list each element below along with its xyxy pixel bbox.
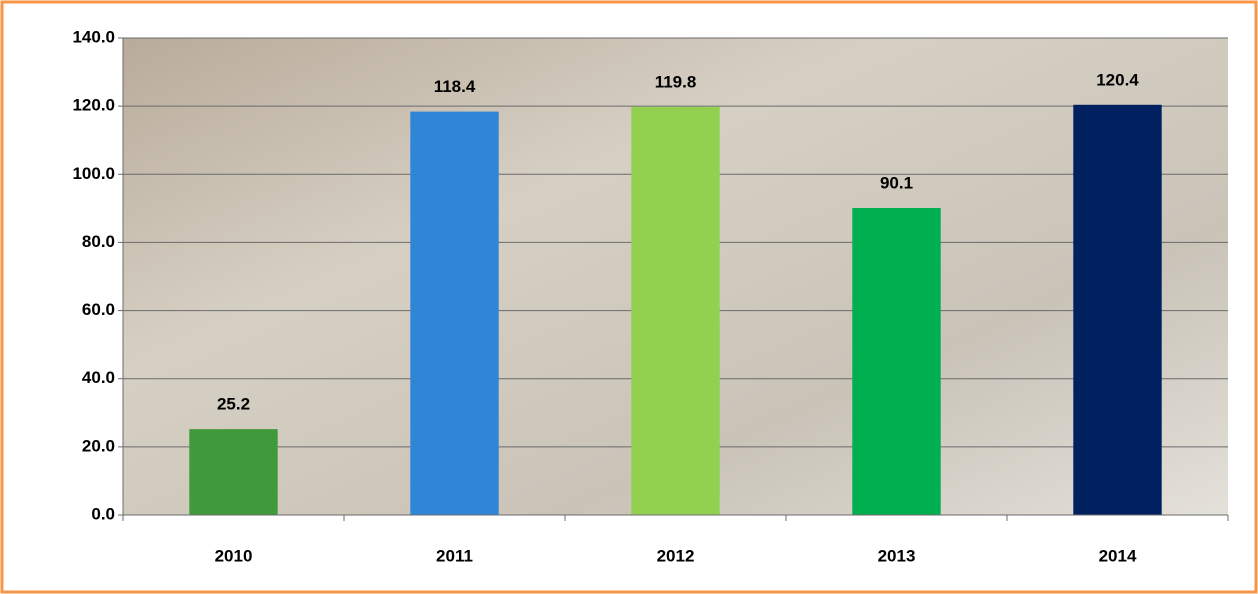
y-tick-label: 100.0 [72,164,115,183]
bar [1073,104,1162,515]
x-tick-label: 2011 [436,546,473,565]
bar [410,111,499,515]
value-label: 120.4 [1096,70,1139,89]
y-tick-label: 20.0 [82,436,115,455]
y-tick-label: 0.0 [91,504,115,523]
y-tick-label: 40.0 [82,368,115,387]
value-label: 118.4 [434,77,476,96]
bar [631,106,720,516]
value-label: 25.2 [217,395,250,414]
bar [852,208,941,516]
x-tick-label: 2010 [215,546,253,565]
x-tick-label: 2014 [1099,546,1137,565]
x-tick-label: 2012 [657,546,695,565]
y-tick-label: 80.0 [82,232,115,251]
y-tick-label: 140.0 [72,27,115,46]
value-label: 119.8 [655,72,697,91]
x-tick-label: 2013 [878,546,916,565]
bar [189,429,278,515]
value-label: 90.1 [880,174,913,193]
bars: 25.2 118.4 119.8 90.1 120.4 [189,70,1162,516]
y-tick-label: 60.0 [82,300,115,319]
y-tick-label: 120.0 [72,96,115,115]
